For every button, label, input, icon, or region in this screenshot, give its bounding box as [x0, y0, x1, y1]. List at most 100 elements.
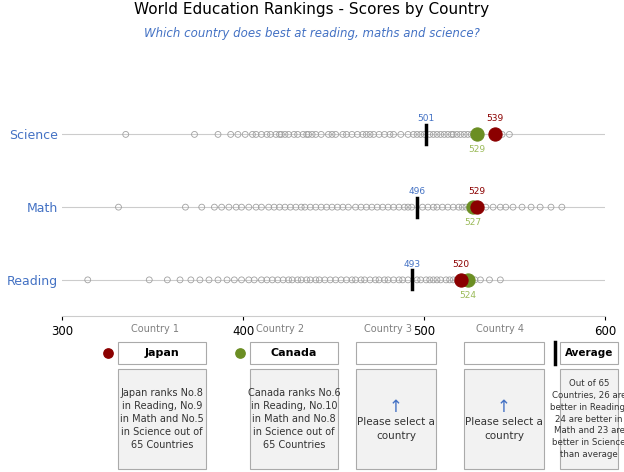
Point: [162, 276, 172, 284]
Point: [425, 276, 435, 284]
Point: [144, 276, 154, 284]
Point: [367, 203, 377, 211]
Point: [275, 203, 285, 211]
Point: [463, 131, 473, 138]
FancyBboxPatch shape: [250, 369, 338, 469]
Text: Japan ranks No.8
in Reading, No.9
in Math and No.5
in Science out of
65 Countrie: Japan ranks No.8 in Reading, No.9 in Mat…: [120, 388, 204, 450]
Text: 496: 496: [409, 187, 426, 196]
Point: [412, 276, 422, 284]
Point: [546, 203, 556, 211]
Point: [452, 276, 462, 284]
Point: [311, 131, 321, 138]
Point: [443, 131, 453, 138]
Point: [273, 276, 283, 284]
FancyBboxPatch shape: [118, 369, 206, 469]
Point: [457, 203, 467, 211]
Text: Country 1: Country 1: [131, 324, 179, 334]
Text: Country 3: Country 3: [364, 324, 412, 334]
Point: [289, 131, 299, 138]
Point: [454, 203, 464, 211]
Point: [325, 276, 335, 284]
Point: [235, 349, 245, 357]
Point: [428, 203, 438, 211]
Point: [448, 131, 458, 138]
Point: [222, 276, 232, 284]
Text: Which country does best at reading, maths and science?: Which country does best at reading, math…: [144, 27, 480, 41]
Point: [472, 203, 482, 211]
Point: [475, 203, 485, 211]
Point: [461, 203, 471, 211]
Point: [517, 203, 527, 211]
FancyBboxPatch shape: [464, 369, 544, 469]
Point: [488, 203, 498, 211]
Point: [466, 131, 476, 138]
Point: [293, 276, 303, 284]
FancyBboxPatch shape: [356, 369, 436, 469]
Point: [338, 203, 348, 211]
Point: [403, 131, 413, 138]
Point: [396, 131, 406, 138]
Point: [389, 203, 399, 211]
Point: [526, 203, 536, 211]
Point: [464, 203, 475, 211]
Point: [180, 203, 190, 211]
Point: [466, 276, 476, 284]
Point: [475, 276, 485, 284]
Point: [428, 131, 438, 138]
Text: 501: 501: [417, 115, 435, 124]
Point: [271, 131, 281, 138]
FancyBboxPatch shape: [560, 342, 618, 364]
Point: [369, 131, 379, 138]
Point: [416, 131, 426, 138]
Point: [397, 276, 407, 284]
Point: [383, 203, 393, 211]
Point: [389, 131, 399, 138]
Point: [305, 276, 315, 284]
Point: [484, 276, 494, 284]
Point: [443, 203, 453, 211]
Point: [204, 276, 214, 284]
Point: [247, 131, 258, 138]
Point: [385, 131, 395, 138]
Text: 529: 529: [468, 145, 485, 154]
Point: [347, 276, 357, 284]
Point: [331, 131, 341, 138]
Point: [251, 203, 261, 211]
Text: 524: 524: [459, 291, 476, 300]
Point: [244, 203, 254, 211]
Point: [305, 203, 315, 211]
Point: [468, 203, 478, 211]
Point: [217, 203, 227, 211]
Point: [459, 131, 469, 138]
Point: [236, 203, 246, 211]
Point: [399, 203, 409, 211]
Point: [296, 203, 306, 211]
Point: [421, 276, 431, 284]
Point: [445, 276, 455, 284]
Point: [448, 203, 458, 211]
Point: [224, 203, 234, 211]
Point: [287, 276, 297, 284]
Point: [291, 203, 301, 211]
Point: [394, 276, 404, 284]
Point: [233, 131, 243, 138]
FancyBboxPatch shape: [464, 342, 544, 364]
Point: [432, 131, 442, 138]
Point: [436, 276, 446, 284]
Point: [456, 276, 466, 284]
Point: [311, 203, 321, 211]
Point: [463, 276, 473, 284]
Text: 520: 520: [452, 260, 469, 269]
Point: [298, 131, 308, 138]
Point: [470, 131, 480, 138]
Point: [394, 203, 404, 211]
Point: [407, 203, 417, 211]
Point: [320, 276, 330, 284]
Point: [175, 276, 185, 284]
Point: [316, 131, 326, 138]
Point: [448, 276, 458, 284]
Point: [327, 131, 337, 138]
Text: Canada: Canada: [271, 348, 317, 358]
Point: [501, 203, 511, 211]
Point: [195, 276, 205, 284]
